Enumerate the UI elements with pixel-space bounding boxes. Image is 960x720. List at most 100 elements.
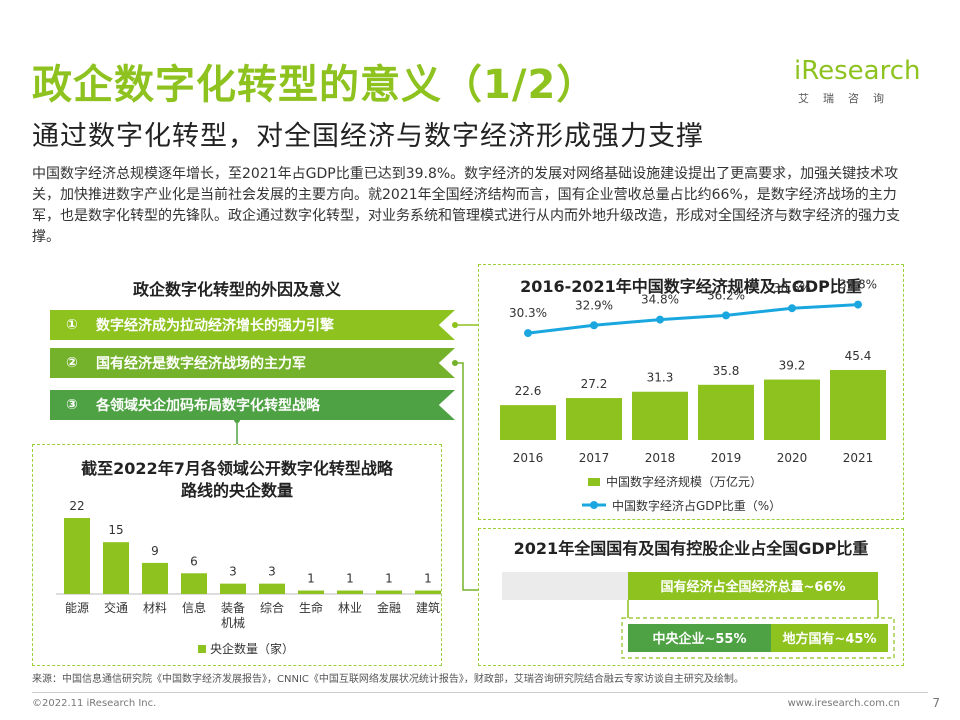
legend-label-line: 中国数字经济占GDP比重（%） xyxy=(612,498,781,513)
factor-item-3: ③ 各领域央企加码布局数字化转型战略 xyxy=(50,390,455,420)
factor-text: 各领域央企加码布局数字化转型战略 xyxy=(96,398,320,414)
connector-dot xyxy=(234,417,240,423)
bar-金融 xyxy=(376,590,402,594)
gdp-share-label: 30.3% xyxy=(509,306,547,320)
soe-gdp-share-title: 2021年全国国有及国有控股企业占全国GDP比重 xyxy=(513,539,869,558)
segment-bar-1 xyxy=(771,624,888,652)
gdp-share-label: 34.8% xyxy=(641,293,679,307)
category-label: 林业 xyxy=(338,601,362,615)
site-url: www.iresearch.com.cn xyxy=(787,698,900,709)
legend-label: 央企数量（家） xyxy=(210,641,294,656)
segment-label: 地方国有~45% xyxy=(782,631,876,647)
soe-count-chart-title: 截至2022年7月各领域公开数字化转型战略 路线的央企数量 xyxy=(32,458,442,502)
category-label: 信息 xyxy=(182,600,206,615)
bar-value-label: 1 xyxy=(346,572,354,586)
category-label: 交通 xyxy=(104,600,128,615)
bar-value-label: 3 xyxy=(229,565,237,579)
category-label: 机械 xyxy=(221,615,245,630)
gdp-share-label: 36.2% xyxy=(707,288,745,302)
gdp-share-label: 39.8% xyxy=(839,278,877,292)
factors-heading: 政企数字化转型的外因及意义 xyxy=(132,280,341,299)
bracket-lines xyxy=(627,600,879,618)
soe-gdp-share-box xyxy=(478,528,904,666)
bar-2021 xyxy=(830,370,886,440)
category-label: 生命 xyxy=(299,600,323,615)
factor-number: ① xyxy=(66,317,78,333)
legend-swatch-dot xyxy=(590,501,598,509)
category-label: 2018 xyxy=(645,451,676,465)
bar-能源 xyxy=(64,518,90,594)
digital-economy-chart-box xyxy=(478,264,904,520)
bar-2016 xyxy=(500,405,556,440)
gdp-share-point xyxy=(590,321,598,330)
category-label: 能源 xyxy=(65,601,89,615)
segment-bar-0 xyxy=(628,624,771,652)
soe-count-chart-box xyxy=(32,444,442,666)
bar-材料 xyxy=(142,562,168,594)
bar-value-label: 3 xyxy=(268,565,276,579)
source-note: 来源：中国信息通信研究院《中国数字经济发展报告》，CNNIC《中国互联网络发展状… xyxy=(32,674,744,685)
bar-value-label: 22.6 xyxy=(515,384,542,398)
page-number: 7 xyxy=(932,696,940,710)
bar-value-label: 35.8 xyxy=(713,364,740,378)
bar-2019 xyxy=(698,384,754,440)
gdp-share-label: 32.9% xyxy=(575,298,613,312)
legend-swatch xyxy=(198,645,206,653)
legend-swatch-bar xyxy=(588,478,600,486)
category-label: 综合 xyxy=(260,600,284,615)
bar-建筑 xyxy=(415,590,441,594)
factor-text: 国有经济是数字经济战场的主力军 xyxy=(96,356,306,372)
legend-label-bar: 中国数字经济规模（万亿元） xyxy=(606,474,762,489)
gdp-share-point xyxy=(722,311,730,320)
category-label: 装备 xyxy=(221,601,245,615)
bar-生命 xyxy=(298,590,324,594)
factor-text: 数字经济成为拉动经济增长的强力引擎 xyxy=(96,318,334,334)
intro-paragraph: 中国数字经济总规模逐年增长，至2021年占GDP比重已达到39.8%。数字经济的… xyxy=(32,166,900,245)
category-label: 2017 xyxy=(579,451,610,465)
page-title: 政企数字化转型的意义（1/2） xyxy=(32,62,598,108)
logo-cn-text: 艾瑞咨询 xyxy=(798,92,898,105)
logo-text: iResearch xyxy=(794,56,921,86)
bar-林业 xyxy=(337,590,363,594)
bar-value-label: 45.4 xyxy=(845,349,872,363)
category-label: 2021 xyxy=(843,451,874,465)
non-soe-share-bar xyxy=(502,572,628,600)
category-label: 2019 xyxy=(711,451,742,465)
digital-economy-combo-chart: 22.6 2016 27.2 2017 31.3 2018 35.8 2019 39.2 2020… xyxy=(500,278,886,513)
bar-交通 xyxy=(103,542,129,594)
chart-title-line-1: 截至2022年7月各领域公开数字化转型战略 xyxy=(81,459,393,478)
bar-value-label: 27.2 xyxy=(581,377,608,391)
segment-frame xyxy=(621,617,895,659)
factor-item-2: ② 国有经济是数字经济战场的主力军 xyxy=(50,348,455,378)
copyright-text: ©2022.11 iResearch Inc. xyxy=(32,698,157,709)
gdp-share-point xyxy=(854,300,862,309)
bar-2017 xyxy=(566,398,622,440)
factor-item-1: ① 数字经济成为拉动经济增长的强力引擎 xyxy=(50,310,455,340)
connector-dot xyxy=(452,360,458,366)
gdp-share-point xyxy=(656,315,664,324)
footer-divider xyxy=(32,692,928,693)
factor-number: ③ xyxy=(66,397,78,413)
segment-label: 中央企业~55% xyxy=(652,631,746,647)
gdp-share-label: 38.6% xyxy=(773,281,811,295)
category-label: 材料 xyxy=(143,601,167,615)
soe-gdp-share-chart: 国有经济占全国经济总量~66% 中央企业~55% 地方国有~45% xyxy=(502,572,895,659)
bar-value-label: 1 xyxy=(424,572,432,586)
soe-total-bar xyxy=(628,572,878,600)
bar-value-label: 9 xyxy=(151,544,159,558)
bar-信息 xyxy=(181,573,207,594)
chart-title-line-2: 路线的央企数量 xyxy=(180,481,293,500)
bar-value-label: 1 xyxy=(385,572,393,586)
category-label: 2020 xyxy=(777,451,808,465)
category-label: 建筑 xyxy=(416,600,440,615)
gdp-share-point xyxy=(788,304,796,313)
bar-value-label: 39.2 xyxy=(779,359,806,373)
bar-2020 xyxy=(764,379,820,440)
bar-value-label: 6 xyxy=(190,554,198,568)
factor-number: ② xyxy=(66,355,78,371)
bar-2018 xyxy=(632,391,688,440)
connector-dot xyxy=(452,322,458,328)
bar-value-label: 15 xyxy=(108,523,123,537)
